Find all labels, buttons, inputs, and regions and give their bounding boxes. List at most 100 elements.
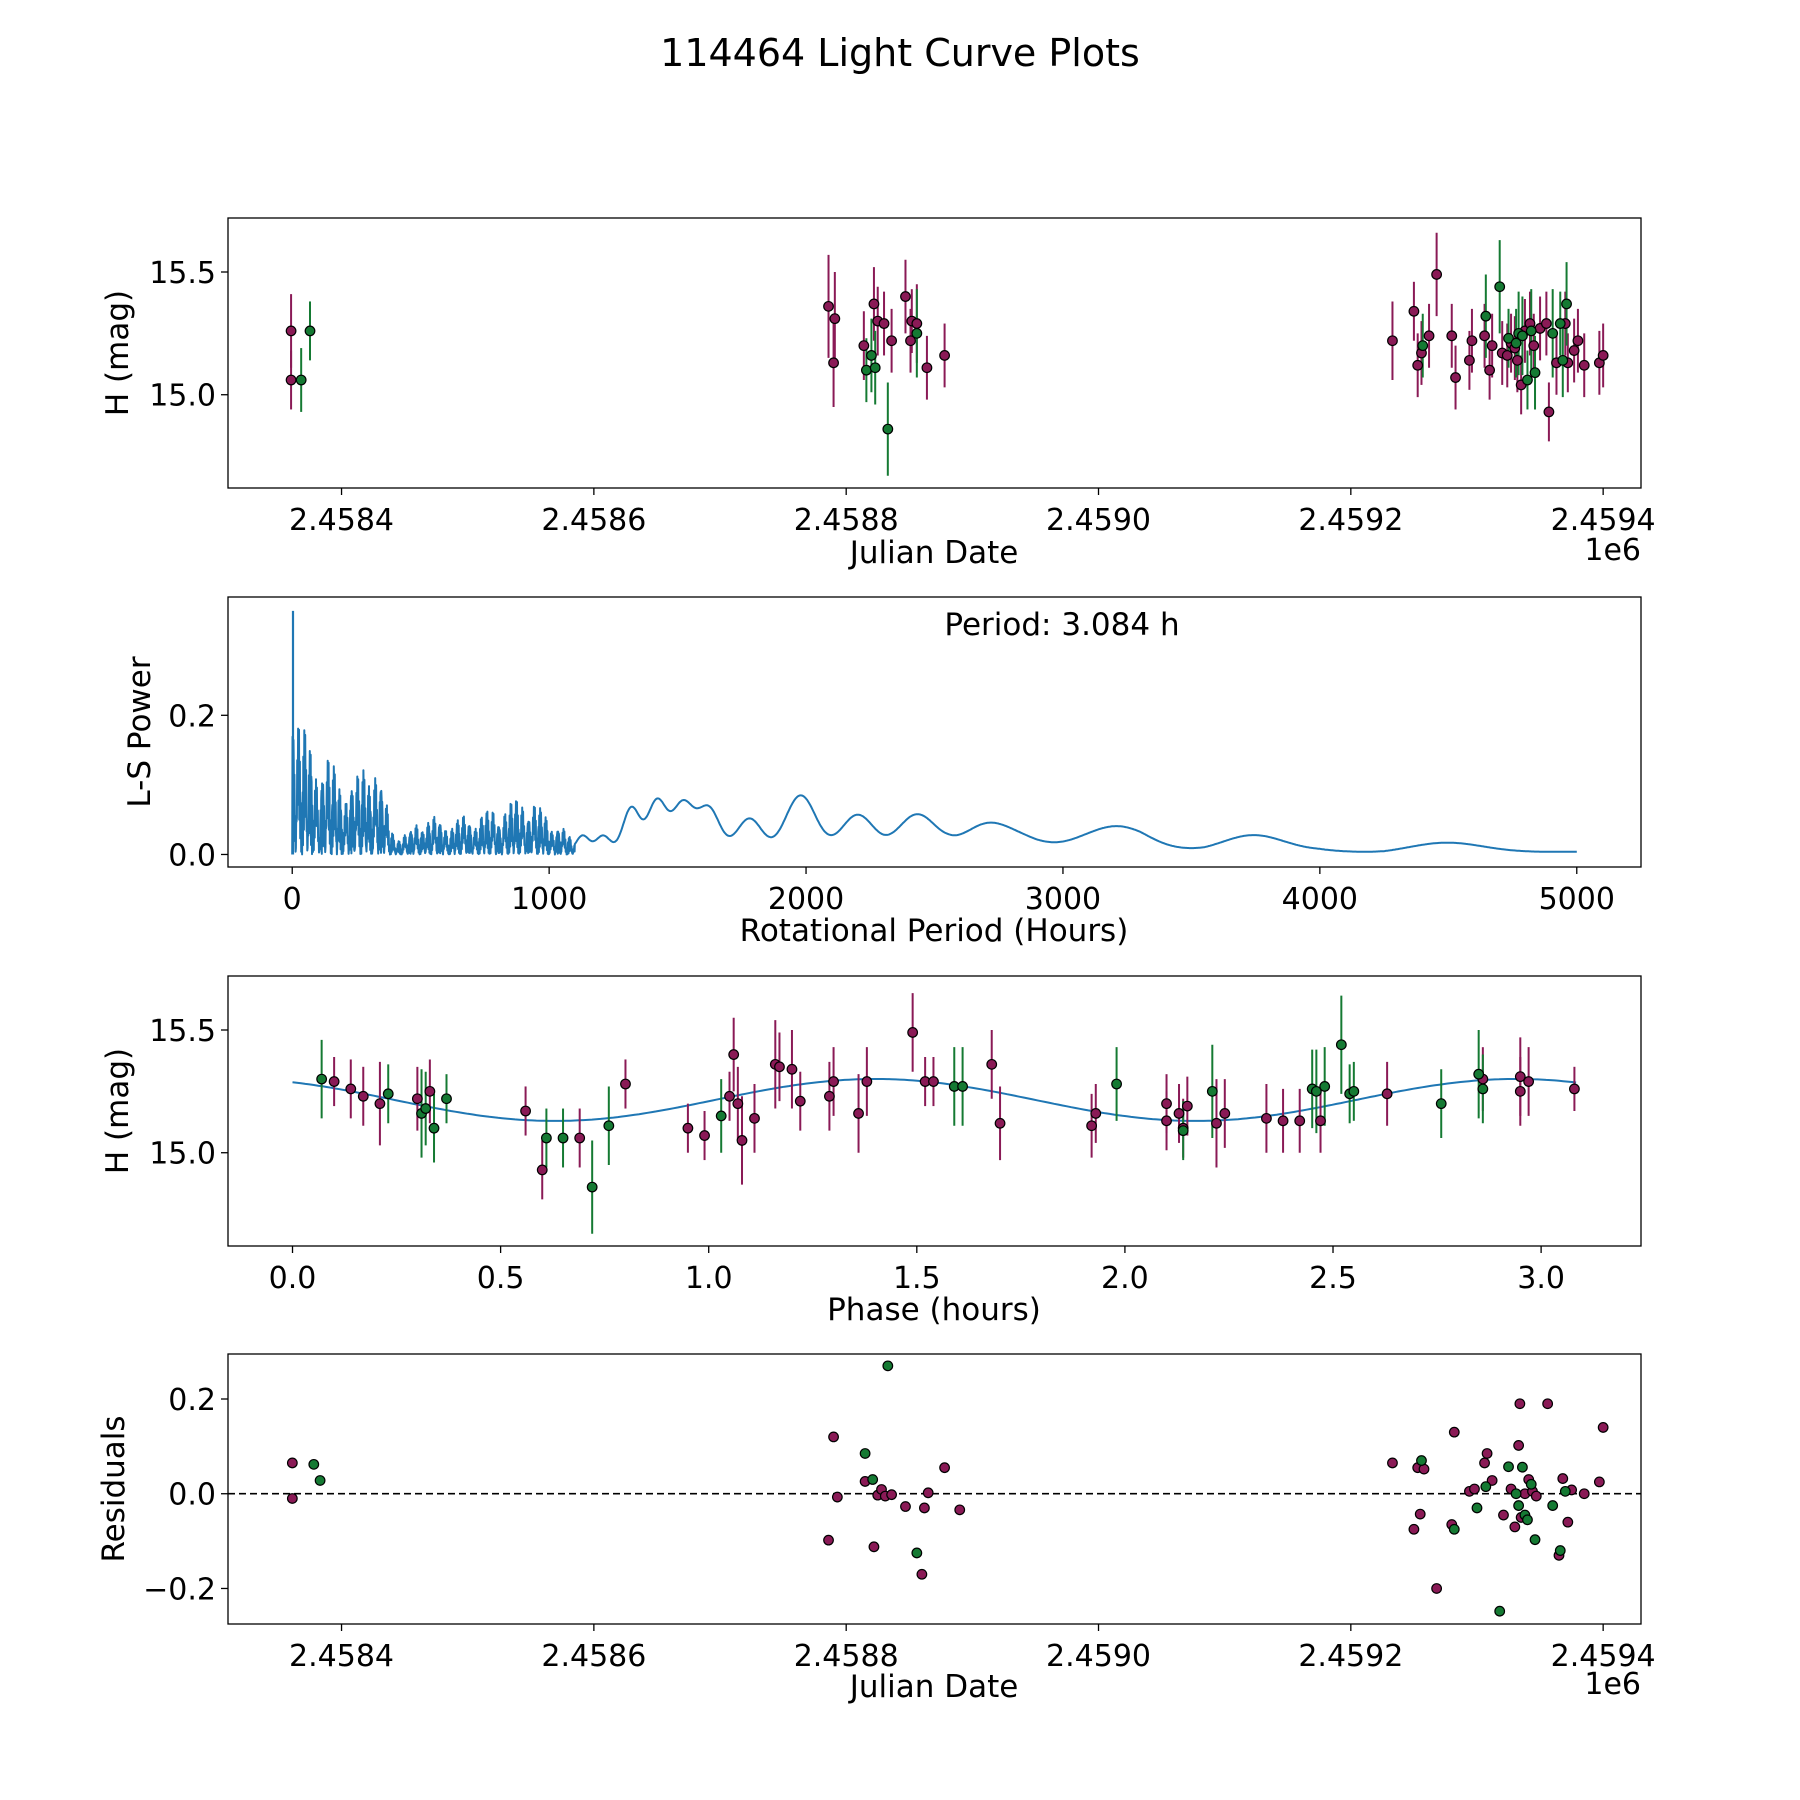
folded-point (732, 1098, 744, 1110)
lightcurve-point (1525, 325, 1537, 337)
residuals-point (1593, 1476, 1605, 1488)
residuals-xtick-label: 2.4586 (541, 1639, 646, 1674)
folded-point (520, 1105, 531, 1117)
lightcurve-marks (285, 232, 1609, 476)
lightcurve-point (1431, 269, 1443, 280)
residuals-point (1503, 1461, 1514, 1473)
folded-point (1473, 1068, 1485, 1080)
folded-plot-area (292, 993, 1580, 1234)
folded-point (1514, 1085, 1526, 1097)
folded-point (428, 1122, 440, 1134)
lightcurve-point (868, 298, 880, 310)
lightcurve-point (1557, 354, 1569, 366)
folded-point (824, 1090, 835, 1102)
lightcurve-point (1479, 330, 1490, 342)
periodogram-xtick-label: 5000 (1539, 882, 1615, 917)
residuals-marks (228, 1360, 1641, 1617)
lightcurve-xtick-label: 2.4590 (1046, 503, 1151, 538)
folded-ticks: 0.0 0.5 1.0 1.5 2.0 2.5 3.0 15.0 15.5 (149, 1014, 1565, 1296)
folded-point (994, 1117, 1006, 1129)
residuals-point (1542, 1398, 1554, 1410)
folded-point (1177, 1125, 1189, 1137)
folded-point (1294, 1115, 1306, 1127)
lightcurve-xtick-label: 2.4586 (541, 503, 646, 538)
folded-point (1381, 1088, 1393, 1100)
residuals-xtick-label: 2.4592 (1298, 1639, 1403, 1674)
folded-point (1277, 1115, 1289, 1127)
panel-periodogram: 0 1000 2000 3000 4000 5000 0.0 0.2 Period: 3.08… (122, 596, 1642, 949)
periodogram-plot-area (291, 610, 1577, 856)
lightcurve-point (900, 291, 911, 302)
residuals-point (308, 1458, 320, 1470)
lightcurve-point (869, 362, 881, 374)
folded-ylabel: H (mag) (100, 1048, 136, 1174)
lightcurve-xtick-label: 2.4584 (289, 503, 394, 538)
folded-xtick-label: 1.0 (685, 1261, 733, 1296)
folded-point (424, 1085, 436, 1097)
residuals-point (1431, 1583, 1443, 1594)
residuals-point (1557, 1473, 1569, 1484)
residuals-xlabel: Julian Date (848, 1669, 1019, 1705)
period-annotation: Period: 3.084 h (944, 607, 1179, 643)
residuals-xtick-label: 2.4590 (1046, 1639, 1151, 1674)
lightcurve-point (905, 335, 916, 347)
lightcurve-point (1554, 318, 1566, 329)
lightcurve-point (1568, 345, 1580, 356)
residuals-point (916, 1568, 928, 1580)
residuals-point (1562, 1516, 1574, 1528)
folded-point (411, 1093, 423, 1105)
folded-point (682, 1122, 694, 1134)
lightcurve-point (1529, 367, 1541, 379)
folded-point (1335, 1039, 1347, 1051)
folded-xtick-label: 2.0 (1101, 1261, 1149, 1296)
periodogram-frame (227, 596, 1642, 868)
folded-point (603, 1120, 615, 1132)
residuals-point (922, 1487, 934, 1499)
folded-point (557, 1132, 569, 1144)
folded-point (1181, 1100, 1193, 1112)
lightcurve-point (911, 318, 923, 329)
folded-point (357, 1090, 369, 1102)
lightcurve-point (1412, 359, 1424, 371)
residuals-point (1471, 1502, 1483, 1514)
residuals-point (828, 1431, 839, 1443)
residuals-point (1522, 1514, 1533, 1526)
lightcurve-point (1561, 298, 1572, 310)
residuals-point (1547, 1500, 1559, 1511)
folded-xtick-label: 0.0 (269, 1261, 317, 1296)
folded-xtick-label: 0.5 (477, 1261, 525, 1296)
lightcurve-point (1446, 330, 1458, 342)
folded-point (928, 1076, 939, 1087)
folded-xlabel: Phase (hours) (827, 1292, 1041, 1328)
folded-point (957, 1081, 968, 1092)
residuals-point (1510, 1488, 1522, 1500)
residuals-point (1481, 1448, 1493, 1459)
folded-point (1111, 1078, 1122, 1090)
lightcurve-point (866, 350, 877, 361)
folded-point (1090, 1108, 1102, 1119)
residuals-point (1513, 1440, 1525, 1451)
lightcurve-point (304, 325, 316, 337)
folded-ytick-label: 15.0 (149, 1137, 216, 1172)
residuals-point (1578, 1488, 1590, 1500)
residuals-point (823, 1534, 834, 1546)
lightcurve-xtick-label: 2.4594 (1551, 503, 1656, 538)
lightcurve-plot-area (285, 232, 1609, 476)
residuals-xtick-label: 2.4594 (1551, 1639, 1656, 1674)
folded-point (1206, 1085, 1218, 1097)
lightcurve-point (1543, 406, 1555, 418)
periodogram-xtick-label: 3000 (1025, 882, 1101, 917)
residuals-point (867, 1474, 879, 1485)
folded-point (1477, 1083, 1489, 1095)
residuals-point (1514, 1398, 1526, 1410)
lightcurve-point (1466, 335, 1478, 347)
lightcurve-point (1597, 350, 1609, 361)
residuals-point (900, 1501, 911, 1512)
residuals-point (1513, 1500, 1525, 1511)
folded-point (861, 1076, 873, 1087)
residuals-xtick-label: 2.4588 (794, 1639, 899, 1674)
residuals-point (1559, 1485, 1571, 1497)
lightcurve-point (860, 364, 872, 376)
residuals-point (286, 1493, 298, 1504)
periodogram-ytick-label: 0.0 (168, 838, 216, 873)
